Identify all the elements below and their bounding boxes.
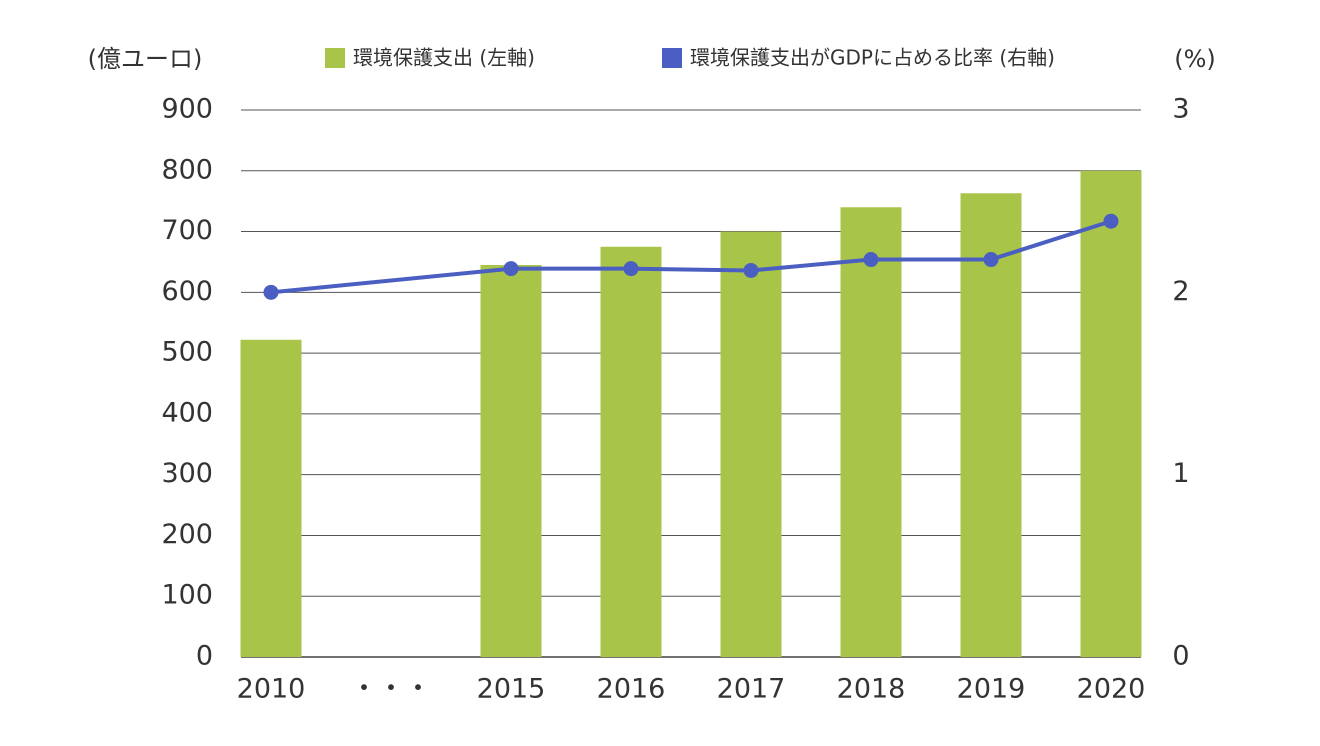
bar — [840, 207, 902, 657]
line-point — [863, 252, 879, 268]
bar — [480, 264, 542, 657]
y2-tick-label: 2 — [1172, 276, 1189, 307]
y-tick-label: 400 — [161, 397, 213, 428]
line-point — [503, 261, 519, 277]
line-point — [1103, 213, 1119, 229]
line-bridge — [270, 266, 512, 295]
line-point — [623, 261, 639, 277]
y-tick-label: 300 — [161, 458, 213, 489]
y-tick-label: 500 — [161, 337, 213, 368]
line-point — [743, 262, 759, 278]
line-point — [983, 252, 999, 268]
y-tick-label: 800 — [161, 154, 213, 185]
y-tick-label: 700 — [161, 215, 213, 246]
y2-axis-title: (%) — [1174, 45, 1216, 73]
bar — [240, 339, 302, 657]
y2-tick-label: 1 — [1172, 458, 1189, 489]
y-tick-label: 600 — [161, 276, 213, 307]
y-tick-label: 900 — [161, 94, 213, 125]
line-point — [263, 284, 279, 300]
bar — [960, 193, 1022, 657]
legend-swatch — [662, 48, 682, 68]
x-tick-label: 2017 — [717, 674, 786, 705]
legend-label: 環境保護支出がGDPに占める比率 (右軸) — [690, 46, 1055, 70]
bar — [1080, 170, 1142, 657]
x-tick-label: 2018 — [837, 674, 906, 705]
x-tick-label: 2010 — [237, 674, 306, 705]
legend-label: 環境保護支出 (左軸) — [353, 46, 535, 70]
legend-swatch — [325, 48, 345, 68]
bar — [720, 231, 782, 658]
x-tick-label: 2019 — [957, 674, 1026, 705]
y2-tick-label: 3 — [1172, 94, 1189, 125]
x-tick-label: 2020 — [1077, 674, 1146, 705]
y-tick-label: 100 — [161, 580, 213, 611]
y2-tick-label: 0 — [1172, 641, 1189, 672]
x-tick-label: ・・・ — [351, 674, 432, 705]
x-tick-label: 2016 — [597, 674, 666, 705]
x-tick-label: 2015 — [477, 674, 546, 705]
bar — [600, 246, 662, 657]
y-axis-title: (億ユーロ) — [88, 45, 203, 73]
line — [511, 219, 1112, 273]
y-tick-label: 200 — [161, 519, 213, 550]
y-tick-label: 0 — [196, 641, 213, 672]
